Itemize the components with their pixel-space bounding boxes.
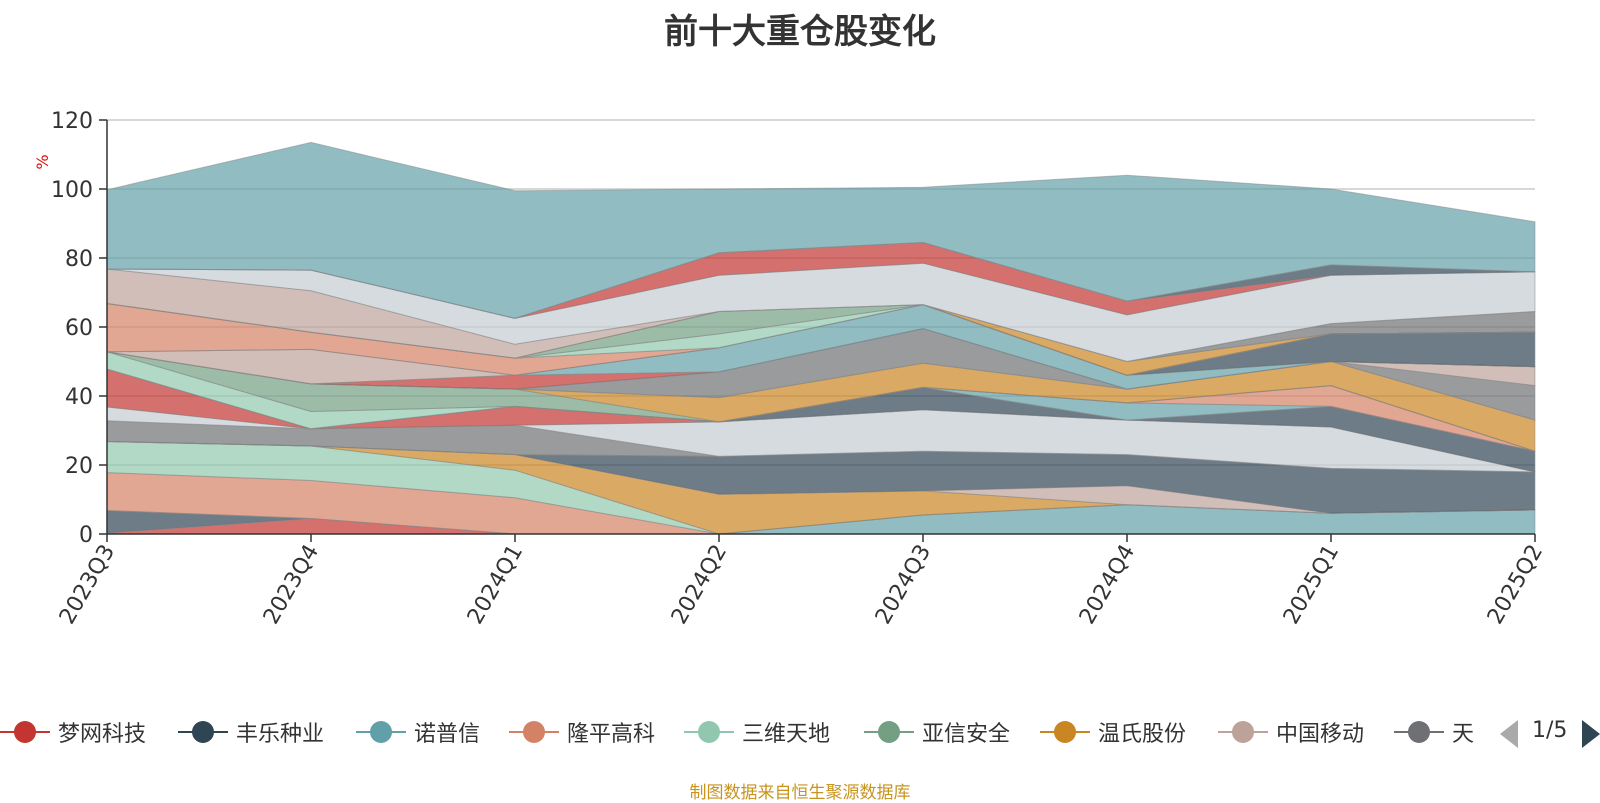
legend-item[interactable]: 温氏股份 [1040,716,1186,748]
legend-label: 温氏股份 [1098,722,1187,747]
x-tick-label: 2023Q3 [55,541,120,629]
legend-label: 亚信安全 [922,722,1011,747]
legend: 梦网科技 丰乐种业 诺普信 隆平高科 三维天地 亚信安全 温氏股份 中国移动 天 1/5 [0,712,1600,752]
legend-label: 三维天地 [742,722,831,747]
x-tick-label: 2024Q2 [667,541,732,629]
legend-item[interactable]: 中国移动 [1218,716,1364,748]
legend-item[interactable]: 三维天地 [684,716,830,748]
legend-marker-icon [509,719,559,745]
area-band-33[interactable] [106,141,1536,319]
x-tick-label: 2023Q4 [259,541,324,629]
x-tick-label: 2024Q3 [871,541,936,629]
x-tick-label: 2025Q1 [1279,541,1344,629]
y-tick-label: 100 [51,178,93,203]
chart-title: 前十大重仓股变化 [664,12,936,52]
legend-marker-icon [1394,719,1444,745]
legend-marker-icon [178,719,228,745]
legend-label: 诺普信 [414,722,481,747]
y-tick-label: 120 [51,109,93,134]
legend-items: 梦网科技 丰乐种业 诺普信 隆平高科 三维天地 亚信安全 温氏股份 中国移动 天 [0,712,1480,752]
legend-pager: 1/5 [1500,716,1600,748]
legend-marker-icon [0,719,50,745]
legend-item[interactable]: 隆平高科 [509,716,655,748]
y-tick-label: 40 [65,385,93,410]
legend-label: 丰乐种业 [236,722,325,747]
legend-marker-icon [1040,719,1090,745]
legend-item[interactable]: 诺普信 [356,716,480,748]
legend-marker-icon [684,719,734,745]
x-tick-label: 2025Q2 [1483,541,1548,629]
legend-prev-page-icon[interactable] [1500,720,1518,748]
y-tick-label: 20 [65,454,93,479]
legend-item[interactable]: 梦网科技 [0,716,146,748]
legend-item[interactable]: 丰乐种业 [178,716,324,748]
x-tick-label: 2024Q4 [1075,541,1140,629]
legend-page-indicator: 1/5 [1532,718,1568,743]
legend-label: 梦网科技 [58,722,147,747]
legend-item[interactable]: 天 [1394,716,1474,748]
y-tick-label: 60 [65,316,93,341]
legend-label: 中国移动 [1276,722,1365,747]
y-axis-label: % [33,154,52,169]
area-series[interactable] [106,141,1536,535]
legend-label: 天 [1452,722,1475,747]
legend-next-page-icon[interactable] [1582,720,1600,748]
legend-label: 隆平高科 [567,722,656,747]
legend-marker-icon [864,719,914,745]
legend-marker-icon [356,719,406,745]
x-tick-label: 2024Q1 [463,541,528,629]
source-note: 制图数据来自恒生聚源数据库 [689,783,911,803]
legend-item[interactable]: 亚信安全 [864,716,1010,748]
y-tick-label: 80 [65,247,93,272]
y-tick-label: 0 [79,523,93,548]
legend-marker-icon [1218,719,1268,745]
